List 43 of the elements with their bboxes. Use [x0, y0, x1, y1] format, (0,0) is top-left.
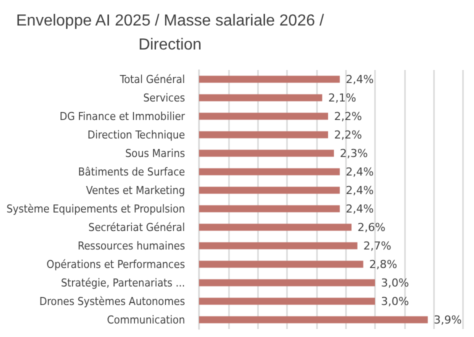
y-tick-label: Stratégie, Partenariats ... [60, 276, 185, 290]
y-tick-label: DG Finance et Immobilier [60, 110, 186, 123]
bar [199, 131, 328, 138]
bar [199, 242, 358, 250]
bar [199, 316, 428, 324]
data-label: 2,7% [363, 239, 392, 252]
chart-title: Enveloppe AI 2025 / Masse salariale 2026 / Direction [16, 12, 324, 54]
data-label: 2,4% [346, 165, 374, 178]
bar [199, 186, 340, 194]
data-label: 2,1% [328, 91, 356, 104]
data-label: 3,9% [434, 313, 462, 326]
bar [199, 76, 340, 83]
data-label: 2,3% [340, 146, 368, 160]
y-tick-label: Sous Marins [125, 146, 185, 160]
y-tick-label: Ressources humaines [78, 239, 185, 252]
bar [199, 224, 352, 231]
data-label: 2,4% [346, 72, 374, 86]
bar [199, 168, 340, 176]
y-tick-label: Système Equipements et Propulsion [6, 202, 185, 216]
y-tick-label: Bâtiments de Surface [78, 165, 185, 178]
bar [199, 279, 375, 286]
y-tick-label: Ventes et Marketing [86, 184, 185, 197]
data-label: 3,0% [381, 294, 409, 308]
y-tick-label: Services [143, 91, 185, 104]
bar [199, 94, 322, 102]
data-label: 2,6% [358, 220, 386, 234]
y-tick-label: Communication [106, 313, 185, 326]
y-tick-label: Direction Technique [88, 128, 185, 142]
bar [199, 112, 328, 120]
data-label: 2,8% [369, 258, 398, 271]
data-label: 2,4% [346, 202, 374, 216]
data-label: 2,4% [346, 184, 374, 197]
bar [199, 205, 340, 212]
bar [199, 298, 375, 305]
bar [199, 260, 364, 268]
data-label: 2,2% [334, 110, 362, 123]
y-tick-label: Total Général [118, 72, 185, 86]
bar [199, 150, 334, 157]
y-tick-label: Secrétariat Général [88, 220, 185, 234]
data-label: 3,0% [381, 276, 409, 290]
data-label: 2,2% [334, 128, 362, 142]
y-tick-label: Opérations et Performances [46, 258, 185, 271]
y-tick-label: Drones Systèmes Autonomes [39, 294, 185, 308]
